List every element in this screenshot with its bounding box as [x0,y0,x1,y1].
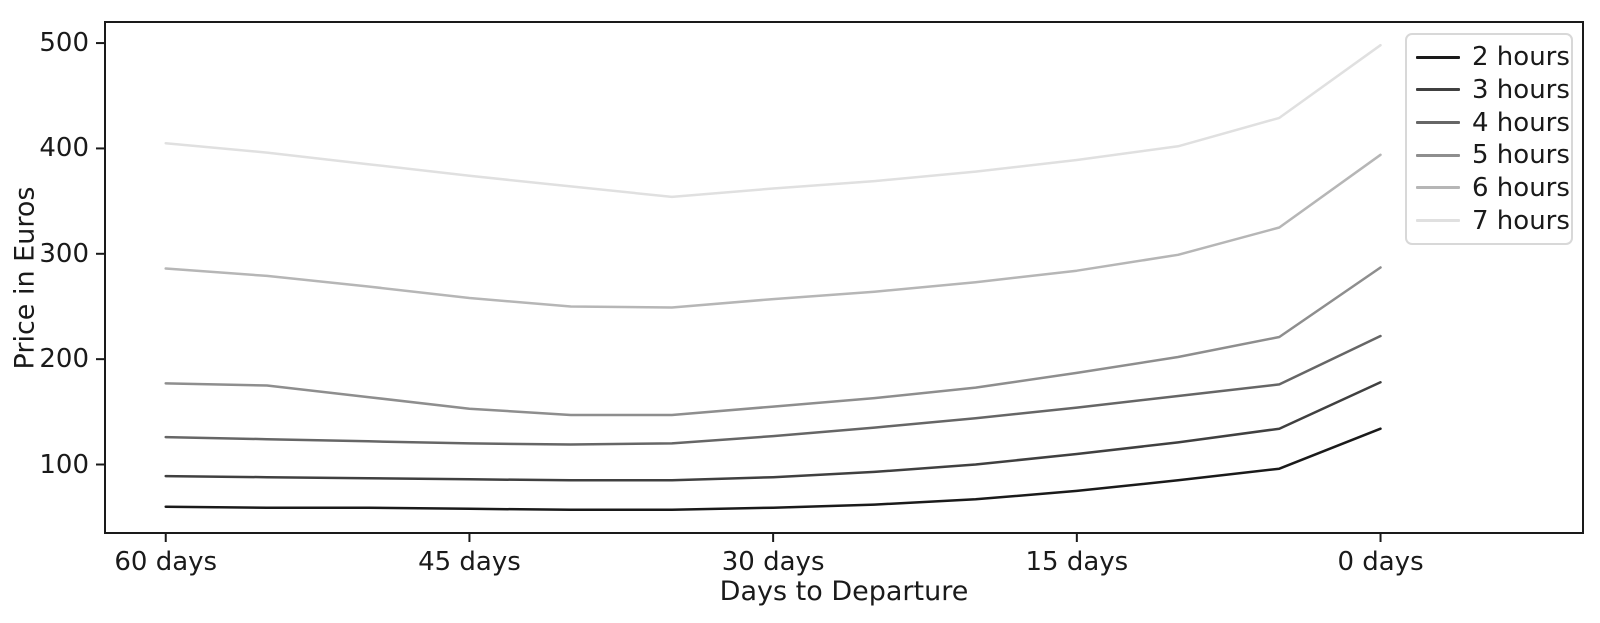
legend-entry: 3 hours [1416,75,1570,105]
x-tick-label: 0 days [1337,547,1424,577]
legend-label: 7 hours [1472,205,1570,236]
legend-entry: 6 hours [1416,173,1570,203]
legend-line-sample [1416,88,1460,92]
legend-entry: 2 hours [1416,42,1570,72]
x-tick-label: 30 days [721,547,825,577]
y-axis-label: Price in Euros [9,186,41,370]
series-line-5-hours [164,266,1382,417]
legend-entry: 7 hours [1416,206,1570,236]
legend-line-sample [1416,55,1460,59]
legend-label: 6 hours [1472,172,1570,203]
legend-line-sample [1416,186,1460,190]
series-line-2-hours [164,427,1382,512]
x-tick-label: 15 days [1025,547,1129,577]
series-line-6-hours [164,153,1382,309]
legend-label: 3 hours [1472,74,1570,105]
series-line-4-hours [164,334,1382,446]
y-tick-label: 300 [39,238,89,269]
y-tick-label: 200 [39,344,89,375]
legend-entry: 4 hours [1416,108,1570,138]
legend-label: 4 hours [1472,107,1570,138]
legend-line-sample [1416,219,1460,223]
plot-border [104,21,1584,534]
legend: 2 hours 3 hours 4 hours 5 hours 6 hours 7 hou… [1405,33,1573,245]
x-tick-label: 60 days [114,547,218,577]
legend-entry: 5 hours [1416,140,1570,170]
legend-line-sample [1416,153,1460,157]
series-line-7-hours [164,43,1382,199]
series-line-3-hours [164,381,1382,482]
y-tick-label: 100 [39,449,89,480]
y-tick-label: 500 [39,28,89,59]
y-tick-label: 400 [39,133,89,164]
x-tick-label: 45 days [418,547,521,577]
legend-label: 2 hours [1472,42,1570,73]
legend-line-sample [1416,121,1460,125]
legend-label: 5 hours [1472,140,1570,171]
x-axis-label: Days to Departure [719,576,969,607]
